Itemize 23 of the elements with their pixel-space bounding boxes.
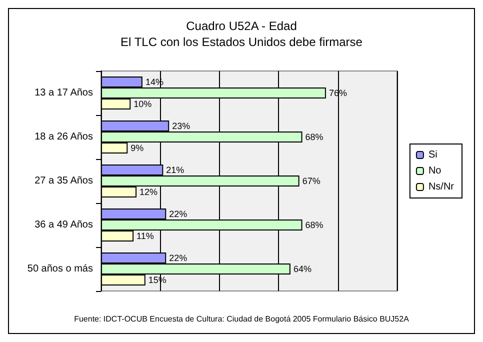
legend-label: Ns/Nr [428,182,455,192]
chart-title: Cuadro U52A - Edad [186,19,297,33]
data-label: 11% [136,231,154,241]
data-label: 23% [172,121,190,131]
data-label: 10% [134,99,152,109]
data-label: 22% [169,253,188,263]
y-tick-label: 36 a 49 Años [34,220,93,230]
chart-subtitle: El TLC con los Estados Unidos debe firmarse [120,35,363,49]
legend-label: Si [428,150,438,160]
y-tick-label: 27 a 35 Años [34,176,93,186]
data-label: 9% [130,143,144,153]
y-tick-label: 13 a 17 Años [34,88,93,98]
data-label: 21% [166,165,184,175]
y-tick-label: 18 a 26 Años [34,132,93,142]
y-tick-label: 50 años o más [27,264,93,274]
source-note: Fuente: IDCT-OCUB Encuesta de Cultura: Ciudad de Bogotá 2005 Formulario Básico BUJ52A [74,314,410,324]
data-label: 68% [305,132,324,142]
data-label: 64% [293,264,312,274]
data-label: 12% [140,187,158,197]
data-label: 67% [302,176,320,186]
data-label: 22% [169,209,188,219]
data-label: 68% [305,220,324,230]
legend-label: No [428,166,442,176]
